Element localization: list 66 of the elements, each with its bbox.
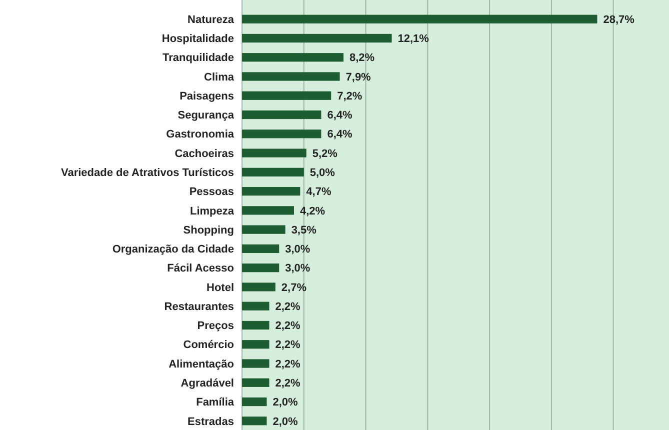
y-tick-label: Cachoeiras <box>174 148 234 160</box>
data-label: 6,4% <box>327 110 353 122</box>
bar <box>242 264 280 272</box>
bar <box>242 168 304 176</box>
data-label: 5,2% <box>312 148 338 160</box>
data-label: 3,0% <box>285 244 310 256</box>
y-tick-label: Variedade de Atrativos Turísticos <box>60 167 234 180</box>
bar <box>242 397 267 406</box>
data-label: 4,2% <box>300 205 326 218</box>
bar <box>242 110 322 120</box>
y-tick-label: Fácil Acesso <box>167 262 234 275</box>
bar <box>242 359 270 368</box>
bar <box>242 53 344 62</box>
bar <box>242 186 300 196</box>
bar <box>242 91 332 100</box>
y-tick-label: Família <box>196 396 235 409</box>
data-label: 2,7% <box>281 282 307 294</box>
y-tick-label: Shopping <box>183 224 234 236</box>
y-tick-label: Hospitalidade <box>162 33 234 46</box>
data-label: 2,2% <box>275 300 301 313</box>
data-label: 3,5% <box>291 224 317 236</box>
y-tick-label: Limpeza <box>190 205 235 218</box>
data-label: 2,2% <box>275 358 301 370</box>
bar <box>242 282 276 292</box>
data-label: 2,2% <box>275 377 301 390</box>
bar <box>242 148 306 158</box>
data-label: 5,0% <box>310 167 336 180</box>
data-label: 2,2% <box>275 339 301 352</box>
y-tick-label: Agradável <box>180 377 234 390</box>
bar <box>242 302 270 310</box>
data-label: 6,4% <box>327 128 353 141</box>
y-tick-label: Tranquilidade <box>162 52 234 64</box>
y-tick-label: Segurança <box>178 110 235 122</box>
y-tick-label: Paisagens <box>180 90 234 102</box>
bar <box>242 206 294 215</box>
data-label: 2,0% <box>272 396 298 409</box>
bar <box>242 320 270 330</box>
bar <box>242 416 267 426</box>
bar <box>242 340 270 349</box>
data-label: 7,2% <box>337 90 362 102</box>
bar <box>242 34 392 43</box>
data-label: 4,7% <box>306 186 332 198</box>
y-tick-label: Clima <box>204 71 235 84</box>
data-label: 12,1% <box>398 33 430 46</box>
bar <box>242 72 340 81</box>
y-tick-label: Hotel <box>206 282 234 294</box>
y-tick-label: Alimentação <box>168 358 234 370</box>
bar <box>242 14 598 24</box>
bar <box>242 225 286 234</box>
y-tick-label: Restaurantes <box>164 300 234 313</box>
bar <box>242 244 280 254</box>
data-label: 28,7% <box>603 14 635 26</box>
y-tick-label: Organização da Cidade <box>112 244 234 256</box>
y-tick-label: Natureza <box>188 14 235 26</box>
data-label: 8,2% <box>349 52 375 64</box>
y-tick-label: Pessoas <box>189 186 234 198</box>
y-tick-label: Gastronomia <box>166 128 235 141</box>
data-label: 2,0% <box>272 416 298 428</box>
data-label: 3,0% <box>285 262 310 275</box>
data-label: 2,2% <box>275 320 301 332</box>
y-tick-label: Preços <box>197 320 234 332</box>
y-tick-label: Comércio <box>183 339 234 352</box>
bar <box>242 130 322 138</box>
bar <box>242 378 270 387</box>
data-label: 7,9% <box>346 71 372 84</box>
y-tick-label: Estradas <box>188 416 234 428</box>
